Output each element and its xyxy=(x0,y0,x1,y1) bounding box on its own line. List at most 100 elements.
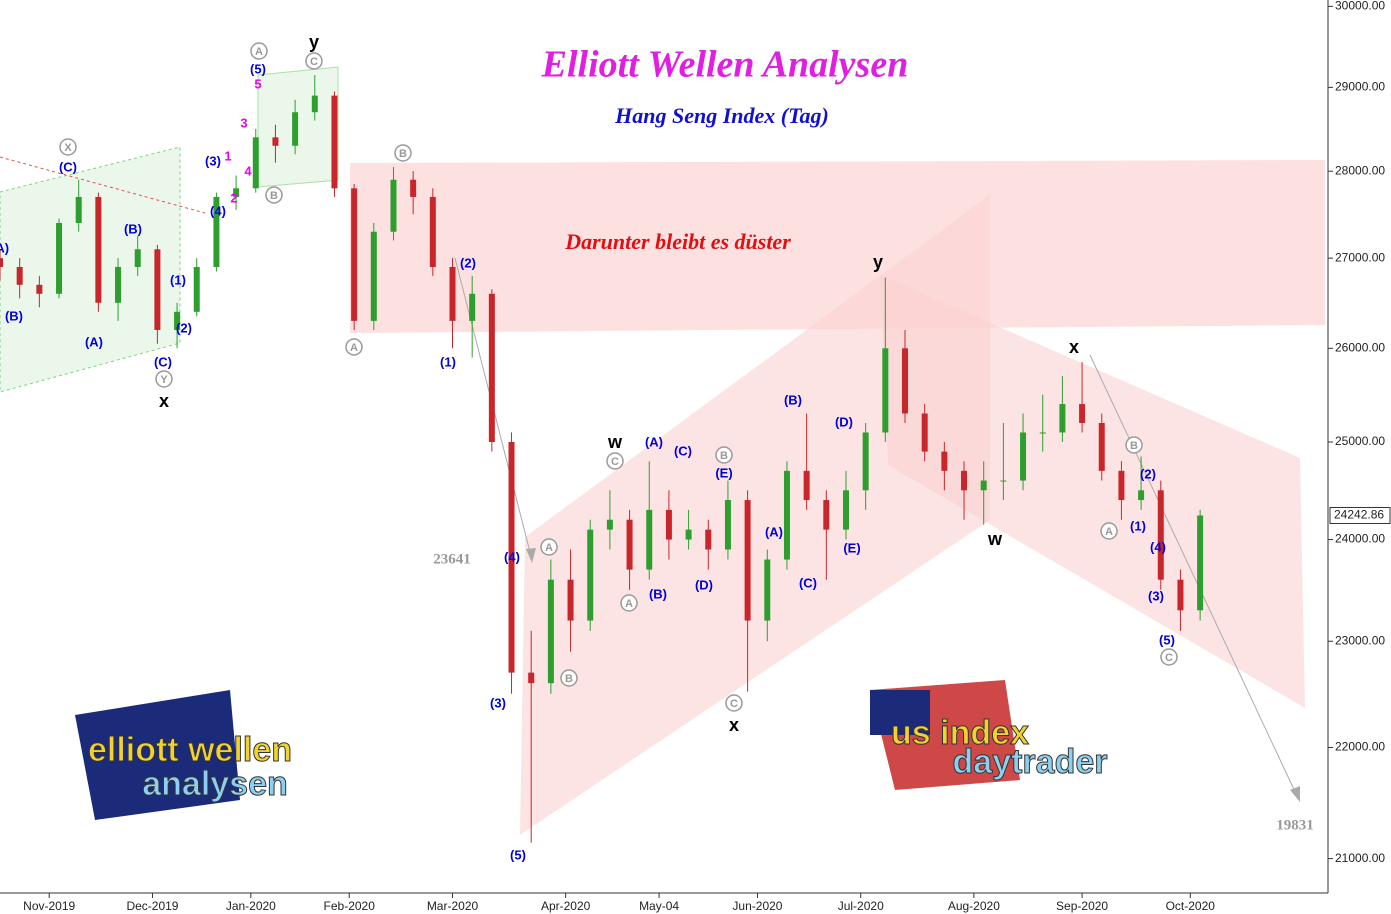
wave-circle xyxy=(1160,648,1178,666)
wave-label: A xyxy=(625,598,633,610)
wave-label: (4) xyxy=(504,549,520,564)
wave-label: (3) xyxy=(205,153,221,168)
arrow-head xyxy=(1290,786,1300,802)
logo-text: elliott wellen xyxy=(88,731,292,769)
candle-body xyxy=(862,432,869,491)
wave-label: 4 xyxy=(244,163,252,178)
candle-body xyxy=(606,519,613,530)
wave-label: (D) xyxy=(695,577,713,592)
wave-label: (C) xyxy=(59,159,77,174)
candle-body xyxy=(449,266,456,321)
wave-label: B xyxy=(270,190,278,202)
wave-label: (2) xyxy=(1140,466,1156,481)
candle-body xyxy=(1118,470,1125,501)
candle-body xyxy=(646,509,653,570)
candle-body xyxy=(528,672,535,684)
candle-body xyxy=(213,196,220,267)
candle-body xyxy=(941,451,948,471)
candle-body xyxy=(134,249,141,267)
wave-circle xyxy=(725,694,743,712)
wave-label: (B) xyxy=(649,586,667,601)
candle-body xyxy=(961,470,968,491)
wave-label: (A) xyxy=(765,524,783,539)
wave-label: A xyxy=(545,542,553,554)
wave-label: (5) xyxy=(510,847,526,862)
wave-label: (4) xyxy=(210,203,226,218)
wave-circle xyxy=(250,42,268,60)
candle-body xyxy=(174,311,181,330)
x-tick-label: Apr-2020 xyxy=(541,899,591,913)
wave-label: (5) xyxy=(1159,632,1175,647)
wave-circle xyxy=(394,144,412,162)
candle-body xyxy=(154,249,161,330)
wave-label: x xyxy=(159,391,169,411)
candle-body xyxy=(547,579,554,684)
candle-body xyxy=(823,500,830,530)
candle-body xyxy=(233,188,240,197)
y-tick-label: 28000.00 xyxy=(1335,163,1385,177)
candle-body xyxy=(1197,515,1204,611)
wave-label: A xyxy=(350,342,358,354)
candle-body xyxy=(744,500,751,621)
wave-label: (B) xyxy=(784,392,802,407)
wave-circle xyxy=(305,52,323,70)
x-tick-label: Dec-2019 xyxy=(126,899,178,913)
y-tick-label: 29000.00 xyxy=(1335,80,1385,94)
x-tick-label: Jul-2020 xyxy=(838,899,884,913)
target-label: 19831 xyxy=(1276,817,1314,833)
wave-label: (E) xyxy=(843,540,860,555)
annotation: Darunter bleibt es düster xyxy=(564,229,791,254)
wave-label: (B) xyxy=(5,308,23,323)
x-tick-label: Oct-2020 xyxy=(1166,899,1216,913)
wave-circle xyxy=(606,452,624,470)
last-price-label: 24242.86 xyxy=(1334,508,1384,522)
wave-label: (A) xyxy=(0,240,9,255)
candle-body xyxy=(193,266,200,312)
logo-text: us index xyxy=(891,714,1029,752)
candle-body xyxy=(488,293,495,443)
wave-label: (A) xyxy=(645,434,663,449)
wave-label: B xyxy=(1130,440,1138,452)
candle-body xyxy=(1020,432,1027,481)
logo-text: analysen xyxy=(142,765,288,803)
arrow-head xyxy=(526,548,536,563)
candle-body xyxy=(705,529,712,550)
wave-label: C xyxy=(310,56,318,68)
candle-body xyxy=(56,222,63,294)
candle-body xyxy=(764,559,771,621)
x-tick-label: Mar-2020 xyxy=(427,899,479,913)
x-tick-label: Aug-2020 xyxy=(948,899,1000,913)
y-tick-label: 24000.00 xyxy=(1335,532,1385,546)
wave-label: Y xyxy=(160,374,168,386)
target-label: 23641 xyxy=(433,551,471,567)
wave-circle xyxy=(265,186,283,204)
candle-body xyxy=(370,231,377,321)
wave-label: (3) xyxy=(490,695,506,710)
wave-label: (B) xyxy=(124,221,142,236)
wave-label: (A) xyxy=(85,334,103,349)
candle-body xyxy=(311,95,318,113)
wave-label: A xyxy=(255,46,263,58)
wave-label: (C) xyxy=(154,354,172,369)
x-tick-label: Nov-2019 xyxy=(23,899,75,913)
candle-body xyxy=(351,188,358,321)
candle-body xyxy=(921,413,928,452)
wave-label: (1) xyxy=(170,272,186,287)
y-tick-label: 22000.00 xyxy=(1335,740,1385,754)
wave-circle xyxy=(155,370,173,388)
wave-label: 5 xyxy=(254,76,261,91)
candle-body xyxy=(390,179,397,232)
wave-label: (1) xyxy=(440,354,456,369)
wave-circle xyxy=(540,538,558,556)
candle-body xyxy=(272,137,279,146)
wave-label: (1) xyxy=(1130,518,1146,533)
wave-label: B xyxy=(565,673,573,685)
wave-label: 3 xyxy=(240,115,247,130)
candle-body xyxy=(882,348,889,433)
candle-body xyxy=(292,112,299,146)
green-channel xyxy=(0,146,181,393)
flag-canton xyxy=(870,690,930,735)
wave-label: C xyxy=(730,698,738,710)
candle-body xyxy=(252,137,259,189)
